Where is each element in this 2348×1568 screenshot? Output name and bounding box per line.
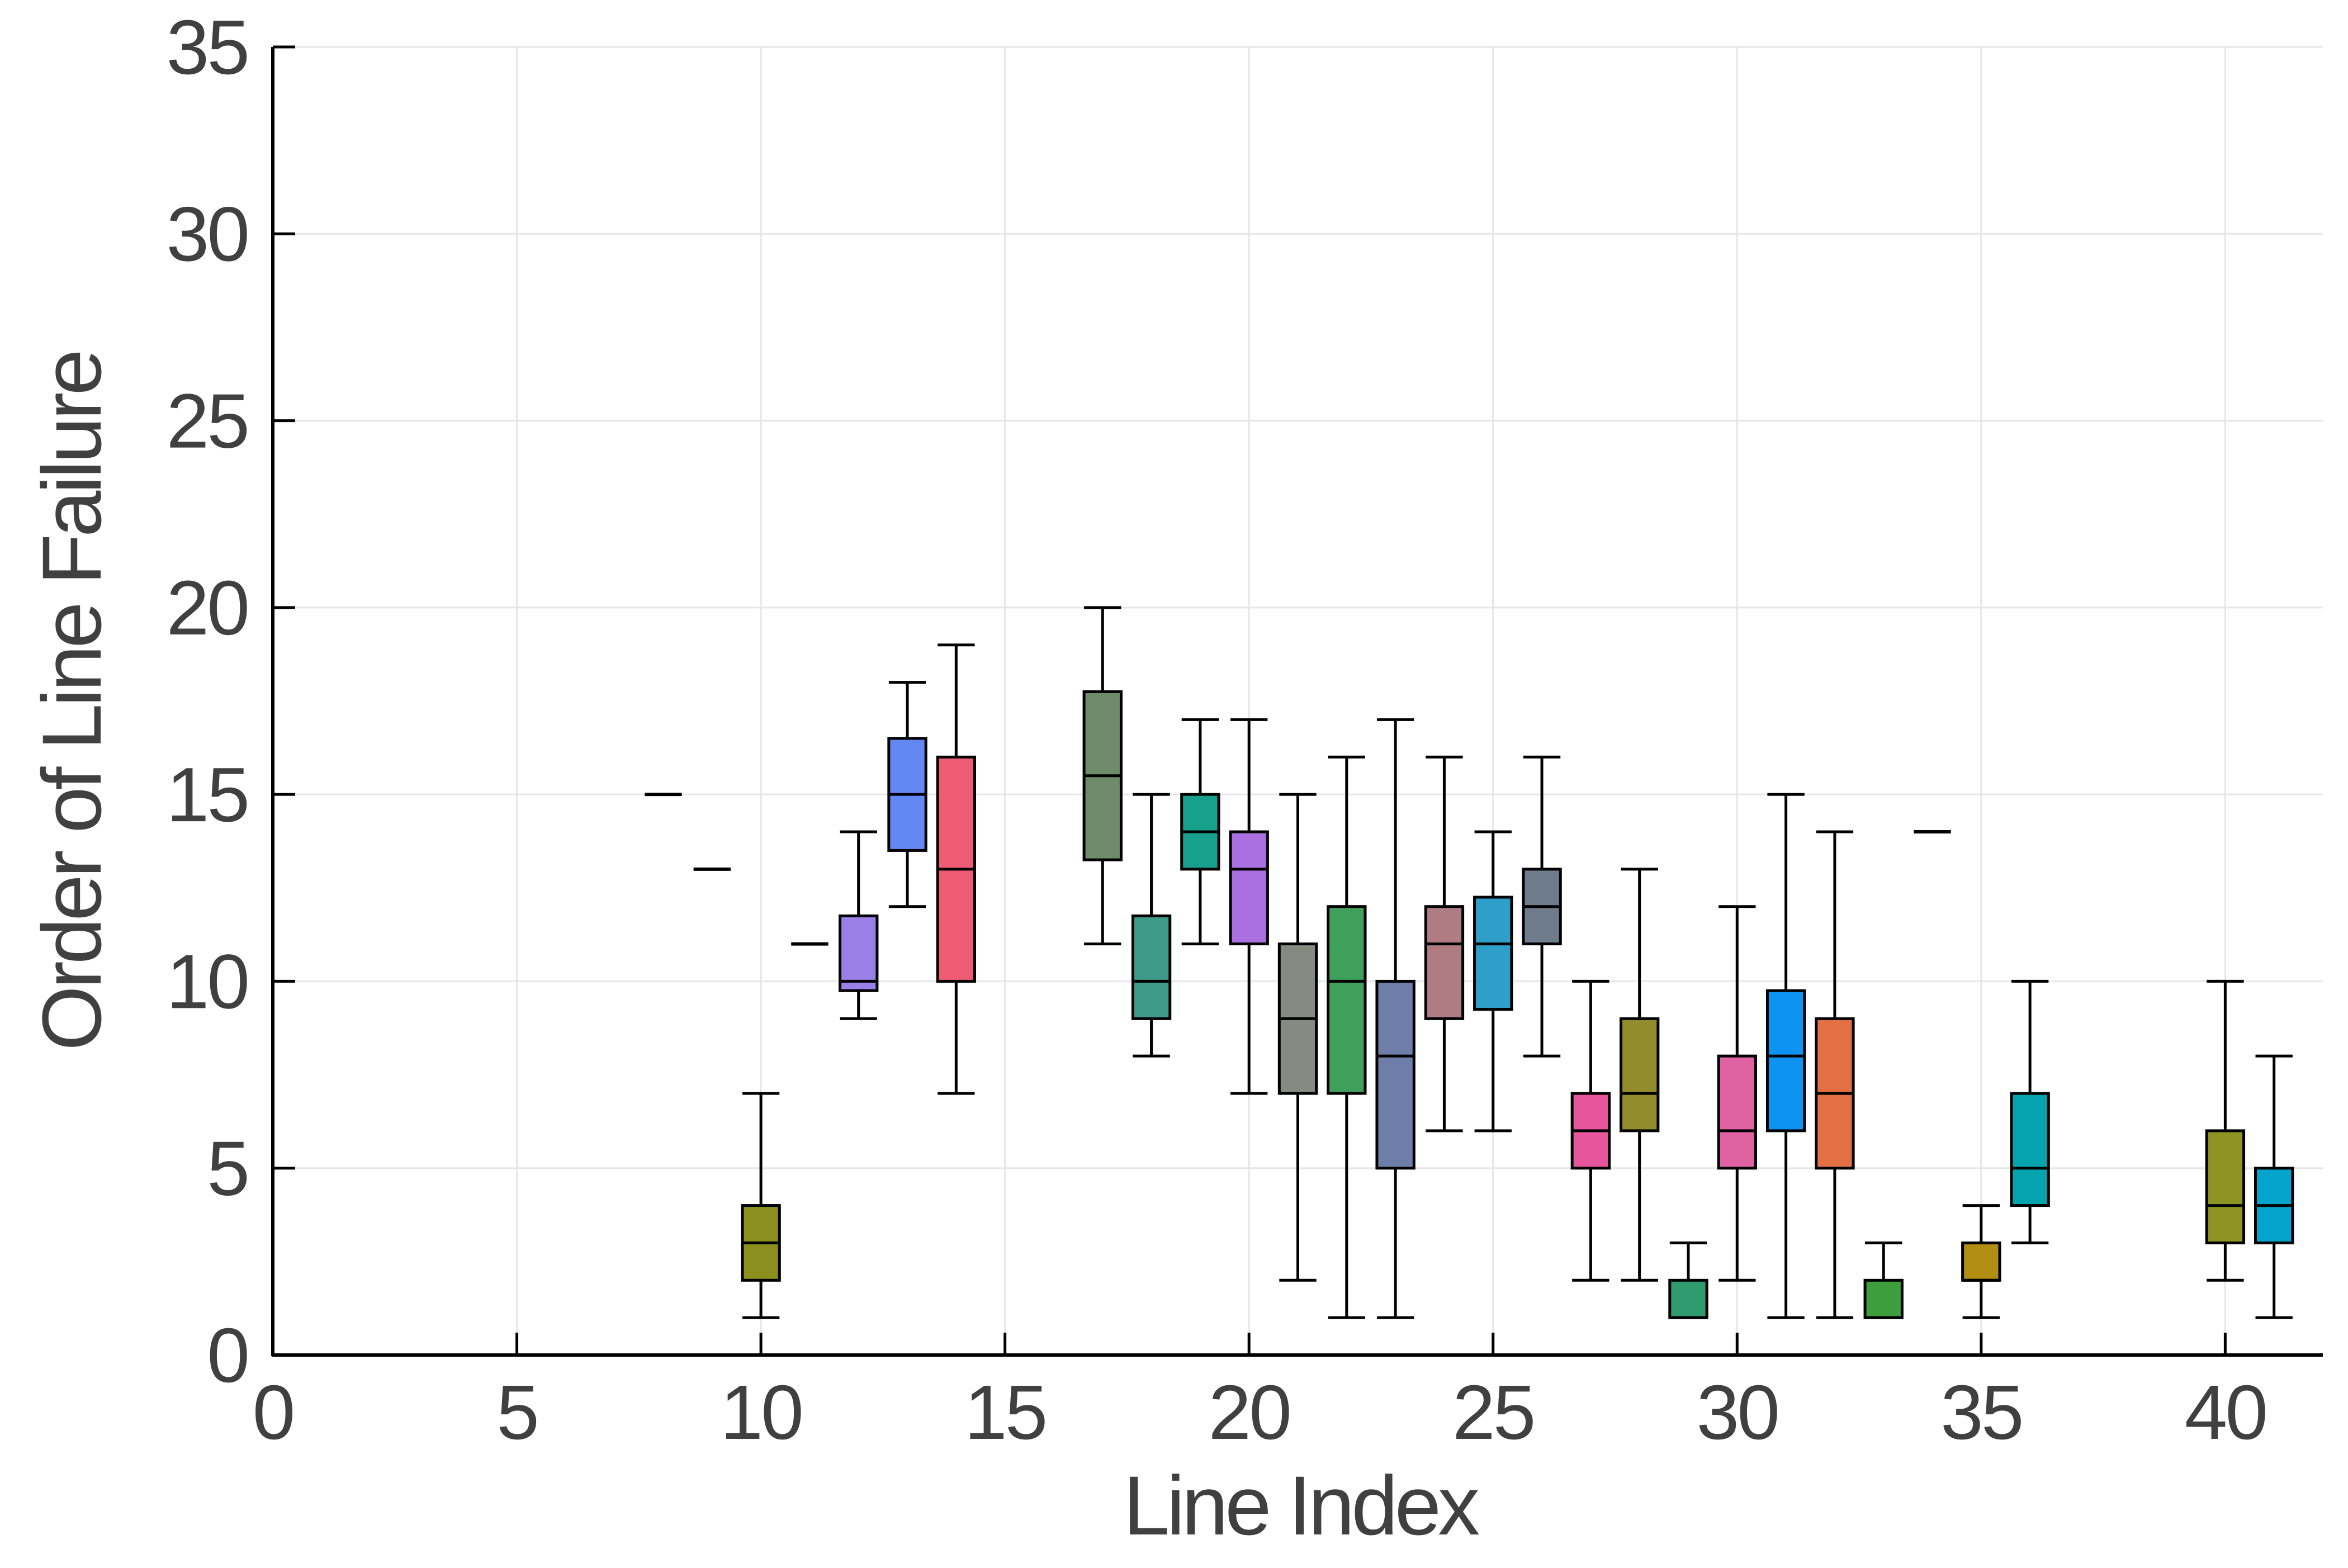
box-group-27 <box>1570 979 1611 1282</box>
y-tick-label: 25 <box>167 378 248 465</box>
box-group-24 <box>1424 755 1465 1133</box>
box-rect <box>1375 979 1416 1170</box>
box-group-28 <box>1619 868 1660 1282</box>
box-group-40 <box>2205 979 2246 1282</box>
y-tick-label: 30 <box>167 191 248 277</box>
box-group-29 <box>1668 1241 1708 1319</box>
x-tick-label: 25 <box>1452 1370 1534 1456</box>
box-group-20 <box>1229 718 1269 1095</box>
box-rect <box>839 914 879 992</box>
boxes <box>645 606 2294 1319</box>
box-group-30 <box>1717 905 1757 1282</box>
grid <box>273 46 2323 1355</box>
x-tick-label: 15 <box>964 1370 1046 1456</box>
box-rect <box>1668 1278 1708 1319</box>
box-rect <box>1863 1278 1904 1319</box>
box-group-26 <box>1522 755 1562 1058</box>
box-group-23 <box>1375 718 1416 1319</box>
x-tick-label: 30 <box>1697 1370 1778 1456</box>
box-group-22 <box>1327 755 1367 1319</box>
box-group-14 <box>936 643 977 1095</box>
y-tick-label: 15 <box>167 752 248 838</box>
x-tick-label: 40 <box>2185 1370 2266 1456</box>
box-rect <box>2010 1092 2050 1207</box>
box-group-33 <box>1863 1241 1904 1319</box>
x-tick-label: 0 <box>253 1370 294 1456</box>
box-rect <box>1229 830 1269 946</box>
box-group-35 <box>1961 1204 2001 1319</box>
box-group-31 <box>1765 793 1806 1319</box>
box-rect <box>1131 914 1172 1020</box>
box-rect <box>1961 1241 2001 1282</box>
y-axis-label: Order of Line Failure <box>25 352 119 1051</box>
y-tick-label: 0 <box>207 1313 248 1399</box>
y-tick-label: 35 <box>167 4 248 91</box>
box-group-25 <box>1473 830 1513 1133</box>
box-rect <box>2205 1129 2246 1244</box>
x-tick-label: 35 <box>1940 1370 2022 1456</box>
box-group-21 <box>1277 793 1318 1282</box>
box-rect <box>1473 896 1513 1011</box>
box-group-12 <box>839 830 879 1020</box>
x-tick-label: 5 <box>496 1370 537 1456</box>
box-group-18 <box>1131 793 1172 1058</box>
y-tick-label: 10 <box>167 939 248 1025</box>
y-tick-label: 20 <box>167 565 248 651</box>
box-rect <box>1619 1017 1660 1133</box>
box-rect <box>1424 905 1465 1020</box>
box-group-17 <box>1082 606 1123 946</box>
y-tick-label: 5 <box>207 1126 248 1212</box>
box-rect <box>1327 905 1367 1095</box>
x-tick-label: 20 <box>1208 1370 1290 1456</box>
x-tick-label: 10 <box>720 1370 802 1456</box>
box-group-32 <box>1815 830 1855 1319</box>
tick-labels: 0 5 10 15 20 25 30 35 40 0 5 10 15 20 25 30 35 <box>167 4 2269 1456</box>
x-axis-label: Line Index <box>1123 1458 1479 1552</box>
box-group-10 <box>741 1092 781 1319</box>
box-rect <box>1717 1054 1757 1170</box>
box-group-41 <box>2254 1054 2294 1319</box>
box-group-13 <box>887 681 927 908</box>
box-group-19 <box>1180 718 1220 946</box>
axes <box>271 45 2323 1357</box>
box-group-36 <box>2010 979 2050 1244</box>
box-rect <box>1765 989 1806 1133</box>
